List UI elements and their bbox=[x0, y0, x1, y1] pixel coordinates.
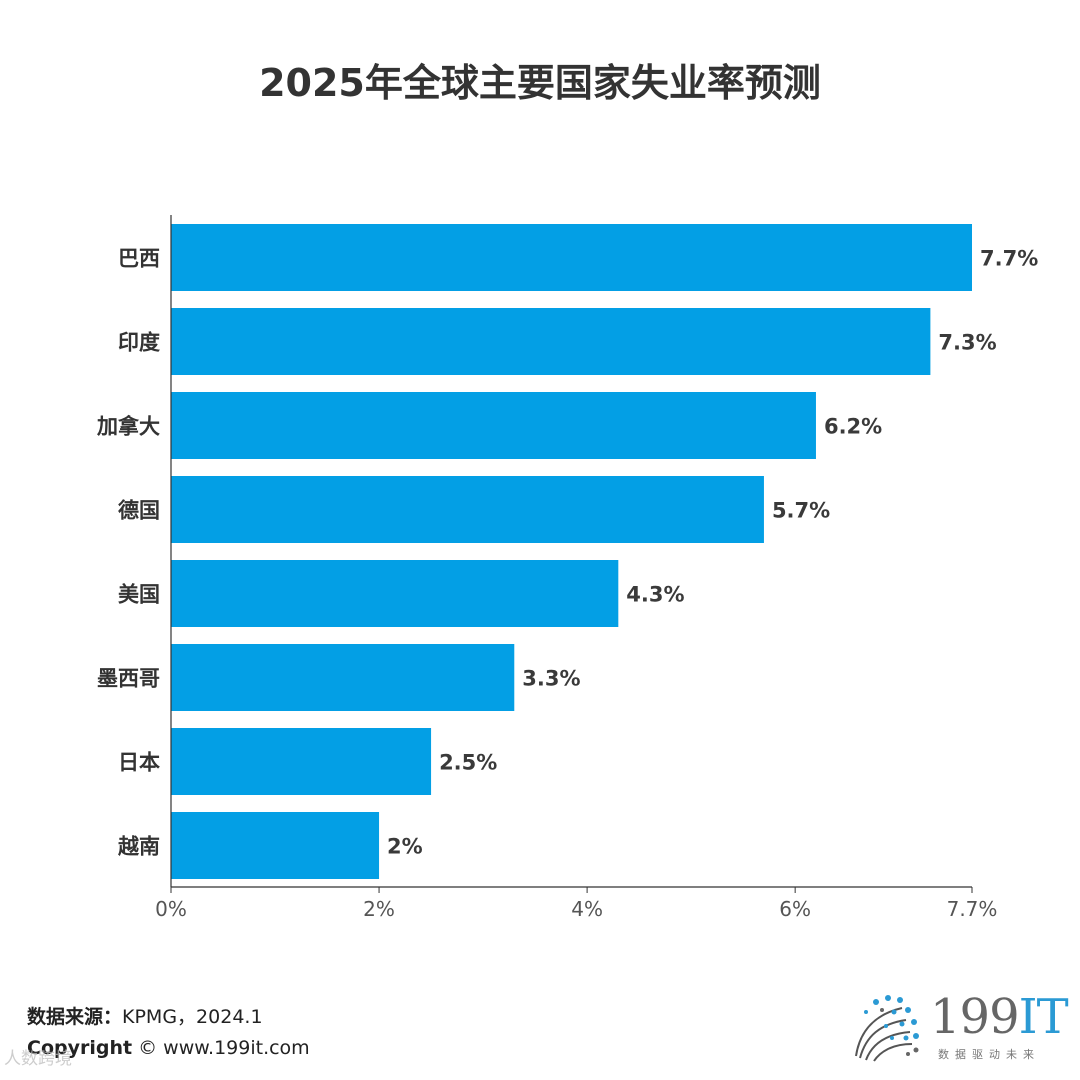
data-label: 4.3% bbox=[626, 583, 684, 607]
copyright-line: Copyright © www.199it.com bbox=[27, 1037, 310, 1059]
category-label: 印度 bbox=[118, 331, 160, 355]
watermark-text: 人数跨境 bbox=[4, 1049, 72, 1069]
data-label: 7.7% bbox=[980, 247, 1038, 271]
logo-199it: 199IT 数据驱动未来 bbox=[846, 989, 1069, 1068]
category-label: 美国 bbox=[118, 583, 160, 607]
data-label: 6.2% bbox=[824, 415, 882, 439]
logo-dots-icon bbox=[855, 995, 919, 1062]
logo-word-accent: IT bbox=[1018, 989, 1069, 1045]
bar-7 bbox=[171, 728, 432, 795]
bar-1 bbox=[171, 224, 972, 291]
logo-word-main: 199 bbox=[930, 989, 1020, 1045]
bar-3 bbox=[171, 392, 816, 459]
x-tick-label: 4% bbox=[571, 897, 603, 921]
category-label: 德国 bbox=[118, 499, 160, 523]
category-label: 墨西哥 bbox=[97, 667, 160, 691]
source-label: 数据来源： bbox=[27, 1006, 123, 1028]
bar-4 bbox=[171, 476, 764, 543]
logo-tagline: 数据驱动未来 bbox=[938, 1048, 1040, 1061]
category-label: 加拿大 bbox=[96, 415, 160, 439]
data-label: 7.3% bbox=[938, 331, 996, 355]
x-tick-label: 6% bbox=[779, 897, 811, 921]
logo-wordmark: 199IT bbox=[930, 989, 1069, 1045]
data-label: 5.7% bbox=[772, 499, 830, 523]
x-tick-label: 7.7% bbox=[947, 897, 998, 921]
bar-6 bbox=[171, 644, 515, 711]
bar-5 bbox=[171, 560, 619, 627]
data-label: 3.3% bbox=[522, 667, 580, 691]
bar-8 bbox=[171, 812, 380, 879]
bar-2 bbox=[171, 308, 931, 375]
chart-title: 2025年全球主要国家失业率预测 bbox=[259, 61, 821, 105]
category-label: 越南 bbox=[117, 835, 160, 859]
x-tick-label: 2% bbox=[363, 897, 395, 921]
category-label: 日本 bbox=[118, 751, 160, 775]
x-tick-label: 0% bbox=[155, 897, 187, 921]
source-value: KPMG，2024.1 bbox=[122, 1006, 263, 1028]
data-label: 2.5% bbox=[439, 751, 497, 775]
source-line: 数据来源：KPMG，2024.1 bbox=[27, 1002, 263, 1029]
category-label: 巴西 bbox=[118, 247, 160, 271]
bar-chart: 巴西 7.7% 印度 7.3% 加拿大 6.2% 德国 5.7% 美国 4.3% 墨西哥 3.3% 日本… bbox=[96, 215, 1038, 921]
copyright-label: Copyright bbox=[27, 1037, 133, 1059]
data-label: 2% bbox=[387, 835, 423, 859]
copyright-value: © www.199it.com bbox=[138, 1037, 310, 1059]
